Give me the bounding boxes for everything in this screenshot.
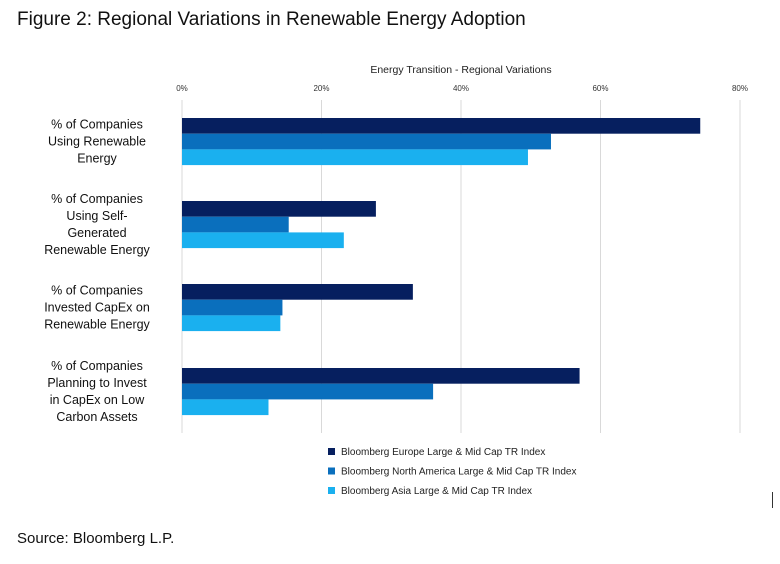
chart-title: Energy Transition - Regional Variations bbox=[370, 64, 551, 76]
category-label: Energy bbox=[77, 152, 117, 166]
bar-europe bbox=[182, 118, 701, 134]
x-tick-label: 60% bbox=[592, 84, 608, 93]
category-label: Using Renewable bbox=[48, 135, 146, 149]
category-label: Renewable Energy bbox=[44, 318, 150, 332]
bar-north-america bbox=[182, 133, 551, 150]
legend-swatch bbox=[328, 448, 335, 455]
category-label: Renewable Energy bbox=[44, 243, 150, 257]
category-label: % of Companies bbox=[51, 192, 143, 206]
bar-north-america bbox=[182, 216, 289, 233]
legend-label: Bloomberg Asia Large & Mid Cap TR Index bbox=[341, 486, 532, 497]
source-note: Source: Bloomberg L.P. bbox=[17, 530, 175, 547]
bar-north-america bbox=[182, 299, 283, 316]
x-tick-label: 0% bbox=[176, 84, 188, 93]
bar-europe bbox=[182, 368, 580, 384]
category-label: % of Companies bbox=[51, 284, 143, 298]
bar-europe bbox=[182, 284, 413, 300]
text-cursor bbox=[772, 492, 773, 508]
figure-title: Figure 2: Regional Variations in Renewab… bbox=[17, 9, 526, 30]
x-tick-label: 80% bbox=[732, 84, 748, 93]
category-label: Carbon Assets bbox=[56, 410, 137, 424]
bar-europe bbox=[182, 201, 376, 217]
legend-swatch bbox=[328, 487, 335, 494]
x-tick-label: 20% bbox=[313, 84, 329, 93]
category-label: Planning to Invest bbox=[47, 376, 147, 390]
legend-label: Bloomberg North America Large & Mid Cap … bbox=[341, 467, 576, 478]
bar-asia bbox=[182, 315, 281, 332]
bar-asia bbox=[182, 232, 344, 249]
bar-asia bbox=[182, 399, 269, 416]
category-label: % of Companies bbox=[51, 359, 143, 373]
category-label: % of Companies bbox=[51, 118, 143, 132]
category-label: Invested CapEx on bbox=[44, 301, 150, 315]
bar-north-america bbox=[182, 383, 434, 400]
category-label: Using Self- bbox=[66, 209, 127, 223]
bar-asia bbox=[182, 149, 528, 166]
category-label: Generated bbox=[67, 226, 126, 240]
x-tick-label: 40% bbox=[453, 84, 469, 93]
legend-swatch bbox=[328, 467, 335, 475]
category-label: in CapEx on Low bbox=[50, 393, 145, 407]
legend-label: Bloomberg Europe Large & Mid Cap TR Inde… bbox=[341, 447, 545, 458]
